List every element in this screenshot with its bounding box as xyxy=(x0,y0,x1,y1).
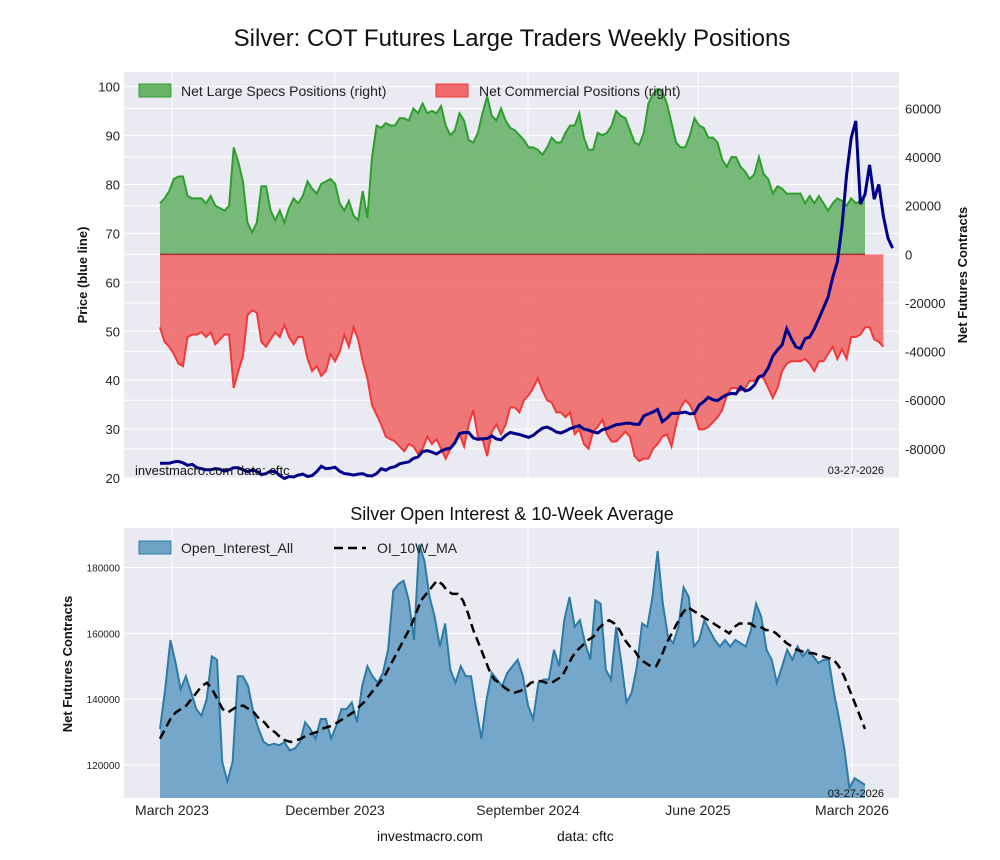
oi-area xyxy=(160,544,865,798)
ylabel-right: Net Futures Contracts xyxy=(955,207,970,344)
tick-label-x: March 2023 xyxy=(135,802,209,818)
legend-swatch-specs xyxy=(138,83,172,98)
chart-title: Silver: COT Futures Large Traders Weekly… xyxy=(234,25,791,52)
bottom-date-label: 03-27-2026 xyxy=(828,788,884,800)
tick-label-left: 30 xyxy=(106,422,120,437)
top-legend: Net Large Specs Positions (right) Net Co… xyxy=(138,83,681,99)
tick-label-right: -40000 xyxy=(905,345,945,360)
ma-line xyxy=(158,579,867,744)
legend-label-comm: Net Commercial Positions (right) xyxy=(479,83,681,99)
tick-label-right: -20000 xyxy=(905,296,945,311)
tick-label-left: 60 xyxy=(106,275,120,290)
legend-swatch-comm xyxy=(435,83,469,98)
tick-label-right: 40000 xyxy=(905,150,941,165)
tick-label-left: 50 xyxy=(106,324,120,339)
tick-label-left: 40 xyxy=(106,373,120,388)
legend-label-ma: OI_10W_MA xyxy=(377,540,458,556)
specs-area xyxy=(160,89,865,255)
comm-line xyxy=(159,309,885,463)
tick-label-left: 120000 xyxy=(87,761,121,772)
tick-label-right: -80000 xyxy=(905,442,945,457)
footer-source: data: cftc xyxy=(557,828,614,844)
legend-swatch-oi xyxy=(138,540,172,555)
top-date-label: 03-27-2026 xyxy=(828,465,884,477)
tick-label-left: 20 xyxy=(106,471,120,486)
tick-label-right: -60000 xyxy=(905,393,945,408)
legend-label-oi: Open_Interest_All xyxy=(181,540,293,556)
specs-line xyxy=(159,87,866,235)
top-ticks-right: -80000 -60000 -40000 -20000 0 20000 40000 60000 xyxy=(905,101,945,456)
tick-label-left: 90 xyxy=(106,129,120,144)
tick-label-left: 140000 xyxy=(87,695,121,706)
top-ticks-left: 20 30 40 50 60 70 80 90 100 xyxy=(98,80,120,486)
top-panel: 20 30 40 50 60 70 80 90 100 -80000 -60000 -40000 -2… xyxy=(75,72,970,486)
price-line xyxy=(160,120,894,481)
tick-label-x: March 2026 xyxy=(815,802,889,818)
tick-label-left: 160000 xyxy=(87,629,121,640)
legend-label-specs: Net Large Specs Positions (right) xyxy=(181,83,386,99)
ylabel-left: Price (blue line) xyxy=(75,227,90,324)
tick-label-left: 180000 xyxy=(87,564,121,575)
tick-label-left: 100 xyxy=(98,80,120,95)
tick-label-right: 60000 xyxy=(905,101,941,116)
bottom-ticks-left: 120000 140000 160000 180000 xyxy=(87,564,121,773)
ylabel-bottom: Net Futures Contracts xyxy=(60,596,75,733)
tick-label-left: 70 xyxy=(106,226,120,241)
bottom-title: Silver Open Interest & 10-Week Average xyxy=(350,504,674,524)
bottom-legend: Open_Interest_All OI_10W_MA xyxy=(138,540,458,556)
oi-line xyxy=(159,544,866,792)
comm-area xyxy=(160,254,884,461)
tick-label-left: 80 xyxy=(106,178,120,193)
tick-label-right: 0 xyxy=(905,247,912,262)
top-watermark: investmacro.com data: cftc xyxy=(135,463,290,478)
bottom-panel: Silver Open Interest & 10-Week Average 1… xyxy=(60,504,899,818)
tick-label-right: 20000 xyxy=(905,199,941,214)
tick-label-x: September 2024 xyxy=(476,802,580,818)
tick-label-x: June 2025 xyxy=(665,802,731,818)
bottom-ticks-x: March 2023 December 2023 September 2024 Jun… xyxy=(135,802,889,818)
tick-label-x: December 2023 xyxy=(285,802,385,818)
footer-site: investmacro.com xyxy=(377,828,483,844)
